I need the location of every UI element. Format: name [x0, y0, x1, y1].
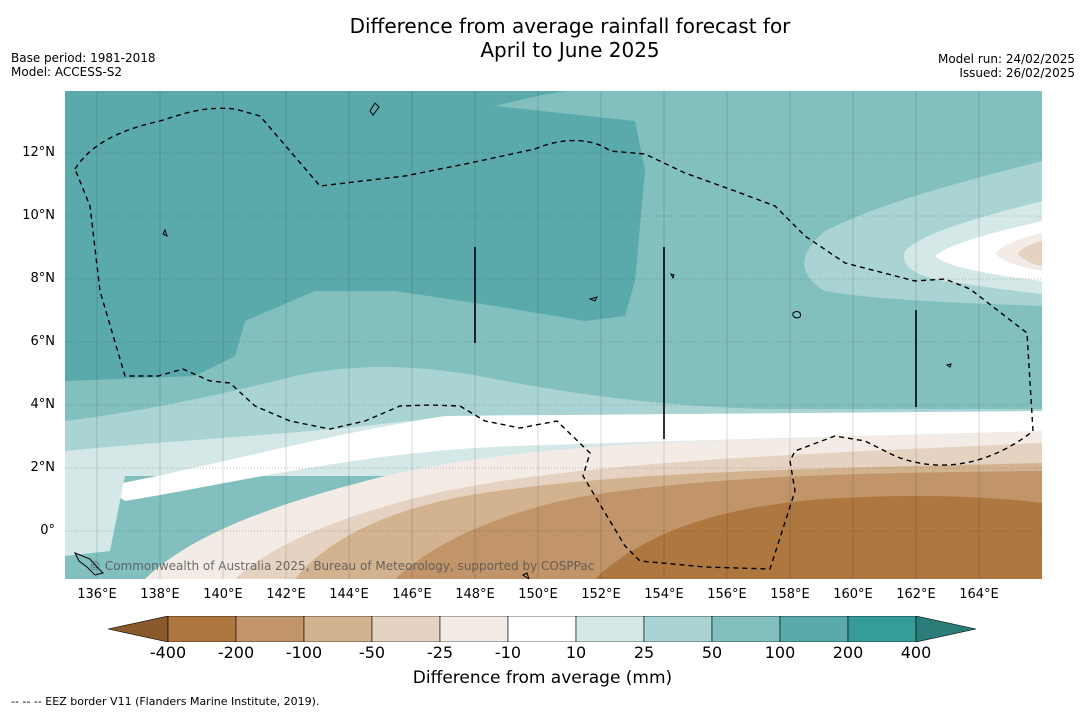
lon-label-140e: 140°E: [203, 587, 243, 602]
colorbar-swatch-50_100: [711, 615, 781, 643]
eez-borders: [74, 107, 1034, 570]
lon-label-142e: 142°E: [266, 587, 306, 602]
lon-label-162e: 162°E: [896, 587, 936, 602]
band-10-25-lower: [65, 476, 125, 556]
cb-tick-neg100: -100: [285, 643, 323, 662]
cb-tick-50: 50: [701, 643, 723, 662]
lon-label-154e: 154°E: [644, 587, 684, 602]
base-period: Base period: 1981-2018: [11, 51, 156, 65]
issued-date: Issued: 26/02/2025: [959, 66, 1075, 80]
title-line-2: April to June 2025: [480, 38, 660, 62]
colorbar: [107, 615, 978, 643]
cb-tick-200: 200: [832, 643, 864, 662]
colorbar-extend-low: [107, 615, 169, 643]
band-neutral: [105, 411, 1042, 501]
band-neg200-400: [595, 496, 1042, 579]
cb-tick-10: 10: [565, 643, 587, 662]
colorbar-swatch--25_-10: [439, 615, 509, 643]
lat-label-4n: 4°N: [30, 397, 56, 412]
lon-label-144e: 144°E: [329, 587, 369, 602]
lon-label-156e: 156°E: [707, 587, 747, 602]
rainfall-map[interactable]: [65, 91, 1042, 579]
lat-label-2n: 2°N: [30, 460, 56, 475]
lat-label-8n: 8°N: [30, 271, 56, 286]
cb-tick-25: 25: [633, 643, 655, 662]
lon-label-136e: 136°E: [77, 587, 117, 602]
band-neg25-50-east: [1018, 241, 1042, 266]
cb-tick-neg400: -400: [149, 643, 187, 662]
cb-tick-400: 400: [900, 643, 932, 662]
cb-tick-neg50: -50: [358, 643, 386, 662]
graticule: [65, 152, 1042, 532]
colorbar-svg: [107, 615, 977, 643]
cb-tick-neg25: -25: [426, 643, 454, 662]
lon-label-152e: 152°E: [581, 587, 621, 602]
cb-tick-neg10: -10: [494, 643, 522, 662]
title-line-1: Difference from average rainfall forecas…: [349, 14, 791, 38]
lon-label-138e: 138°E: [140, 587, 180, 602]
colorbar-swatch-200_400: [847, 615, 917, 643]
colorbar-swatch--400_-200: [167, 615, 237, 643]
lon-label-164e: 164°E: [959, 587, 999, 602]
colorbar-swatches: [107, 615, 977, 643]
lat-label-10n: 10°N: [22, 208, 55, 223]
colorbar-swatch-25_50: [643, 615, 713, 643]
model-name: Model: ACCESS-S2: [11, 65, 123, 79]
islands: [73, 102, 952, 579]
map-title: Difference from average rainfall forecas…: [0, 14, 1085, 62]
map-svg: [65, 91, 1042, 579]
colorbar-swatch--200_-100: [235, 615, 305, 643]
lon-label-150e: 150°E: [518, 587, 558, 602]
colorbar-extend-high: [915, 615, 977, 643]
meta-left: Base period: 1981-2018 Model: ACCESS-S2: [11, 51, 156, 79]
lat-label-6n: 6°N: [30, 334, 56, 349]
colorbar-swatch--50_-25: [371, 615, 441, 643]
colorbar-swatch-10_25: [575, 615, 645, 643]
band-100-200: [65, 91, 645, 381]
cb-tick-neg200: -200: [217, 643, 255, 662]
colorbar-swatch-100_200: [779, 615, 849, 643]
band-neutral-east: [935, 221, 1042, 281]
lat-label-12n: 12°N: [22, 145, 55, 160]
meta-right: Model run: 24/02/2025 Issued: 26/02/2025: [938, 52, 1075, 80]
lon-label-146e: 146°E: [392, 587, 432, 602]
colorbar-swatch--10_10: [507, 615, 577, 643]
lat-label-0: 0°: [40, 523, 55, 538]
solid-boundaries: [474, 247, 917, 439]
colorbar-title: Difference from average (mm): [412, 668, 673, 688]
lon-label-148e: 148°E: [455, 587, 495, 602]
eez-footnote: -- -- -- EEZ border V11 (Flanders Marine…: [11, 695, 320, 708]
lon-label-158e: 158°E: [770, 587, 810, 602]
model-run: Model run: 24/02/2025: [937, 52, 1075, 66]
lon-label-160e: 160°E: [833, 587, 873, 602]
cb-tick-100: 100: [764, 643, 796, 662]
copyright-text: © Commonwealth of Australia 2025, Bureau…: [89, 559, 595, 573]
colorbar-swatch--100_-50: [303, 615, 373, 643]
